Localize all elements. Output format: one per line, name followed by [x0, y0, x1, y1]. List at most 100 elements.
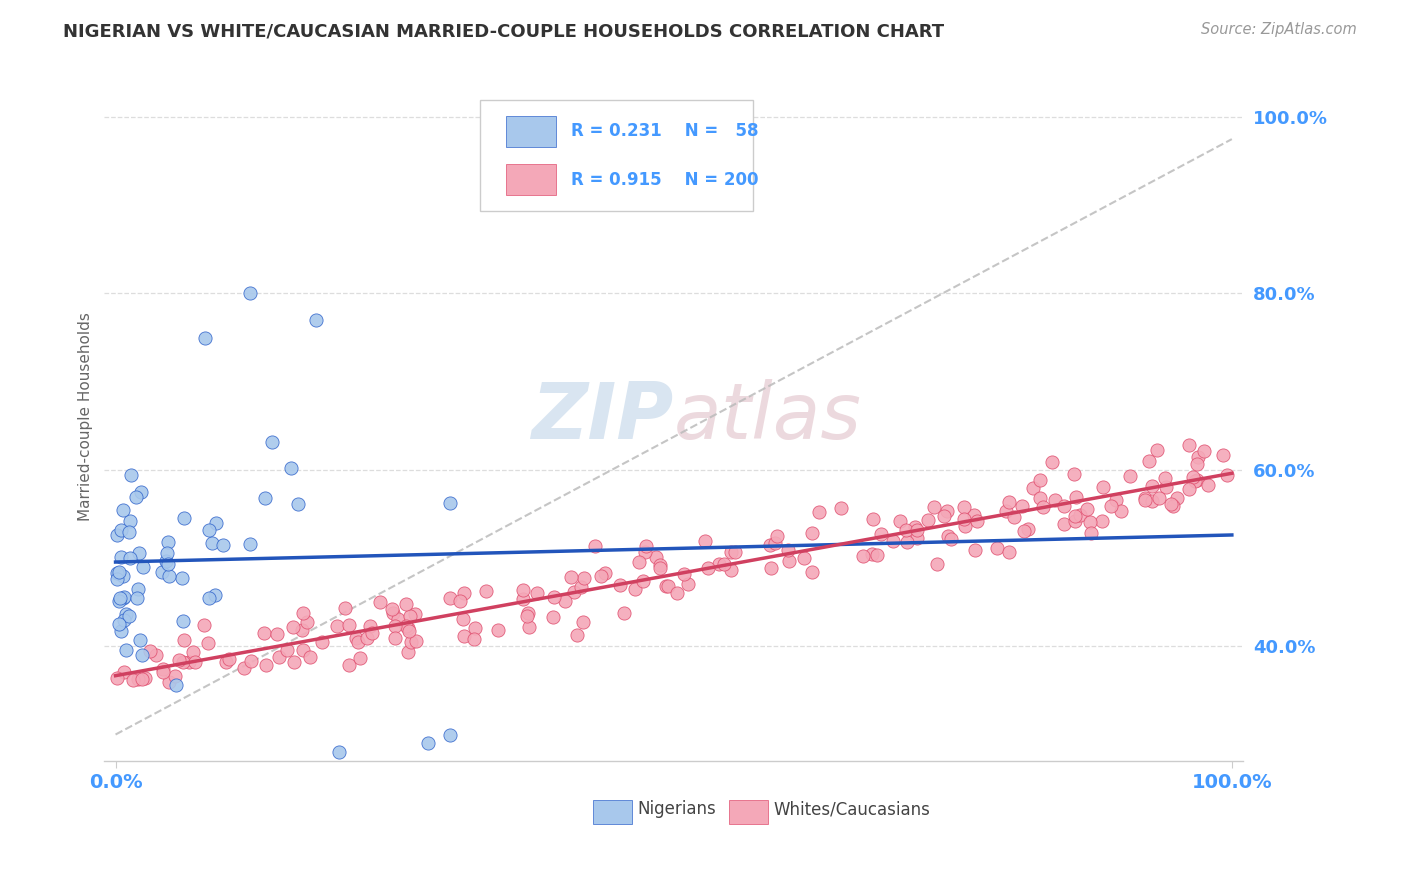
- Point: [1091, 514, 1114, 528]
- Point: [613, 606, 636, 620]
- Point: [994, 504, 1017, 518]
- Point: [1216, 468, 1239, 483]
- Point: [724, 545, 747, 559]
- Point: [295, 615, 318, 629]
- Point: [927, 557, 949, 571]
- Point: [655, 579, 678, 593]
- Point: [1109, 504, 1132, 518]
- Point: [395, 619, 418, 633]
- Point: [463, 632, 485, 646]
- Text: R = 0.915    N = 200: R = 0.915 N = 200: [571, 170, 759, 188]
- Point: [543, 590, 565, 604]
- Point: [793, 551, 815, 566]
- FancyBboxPatch shape: [593, 800, 631, 823]
- Point: [150, 566, 173, 580]
- Point: [852, 549, 875, 563]
- Point: [184, 655, 207, 669]
- Point: [963, 508, 986, 522]
- Point: [105, 528, 128, 542]
- Point: [382, 606, 405, 620]
- Point: [1076, 502, 1098, 516]
- Point: [395, 597, 418, 611]
- Point: [1154, 471, 1177, 485]
- Point: [356, 632, 378, 646]
- Point: [997, 544, 1019, 558]
- Point: [453, 586, 475, 600]
- Point: [105, 566, 128, 581]
- Point: [172, 655, 194, 669]
- Point: [1078, 516, 1101, 530]
- Point: [583, 539, 606, 553]
- Point: [986, 541, 1008, 555]
- Point: [720, 563, 742, 577]
- Point: [291, 623, 314, 637]
- Point: [280, 461, 302, 475]
- Point: [998, 495, 1021, 509]
- Point: [759, 538, 782, 552]
- Point: [866, 548, 889, 562]
- Point: [1140, 479, 1163, 493]
- Point: [198, 591, 221, 606]
- Point: [114, 607, 136, 622]
- FancyBboxPatch shape: [506, 164, 557, 194]
- Point: [966, 514, 988, 528]
- Point: [105, 671, 128, 685]
- Point: [512, 582, 534, 597]
- Point: [253, 625, 276, 640]
- Point: [110, 624, 132, 638]
- Point: [120, 468, 142, 483]
- Point: [169, 653, 191, 667]
- Point: [1012, 524, 1035, 538]
- Point: [697, 560, 720, 574]
- Point: [129, 484, 152, 499]
- Point: [157, 534, 180, 549]
- Point: [157, 569, 180, 583]
- Point: [179, 655, 201, 669]
- Point: [396, 622, 419, 636]
- Point: [830, 501, 852, 516]
- Point: [197, 523, 219, 537]
- Point: [1017, 522, 1039, 536]
- Point: [291, 606, 314, 620]
- Point: [1133, 492, 1156, 507]
- Point: [955, 518, 977, 533]
- Point: [368, 595, 391, 609]
- Point: [128, 546, 150, 560]
- Point: [399, 635, 422, 649]
- Text: Whites/Caucasians: Whites/Caucasians: [773, 800, 931, 818]
- Point: [516, 609, 538, 624]
- Point: [152, 665, 174, 679]
- Point: [305, 313, 328, 327]
- Point: [311, 635, 333, 649]
- Point: [299, 650, 322, 665]
- Point: [111, 569, 134, 583]
- Point: [107, 617, 129, 632]
- Point: [624, 582, 647, 596]
- Point: [108, 591, 131, 605]
- Point: [526, 585, 548, 599]
- Point: [541, 610, 564, 624]
- Point: [1192, 444, 1215, 458]
- Point: [453, 629, 475, 643]
- Point: [517, 606, 540, 620]
- Point: [889, 514, 911, 528]
- Point: [593, 566, 616, 580]
- Point: [571, 615, 593, 629]
- Point: [337, 618, 360, 632]
- Point: [253, 491, 276, 505]
- Point: [396, 645, 419, 659]
- Text: NIGERIAN VS WHITE/CAUCASIAN MARRIED-COUPLE HOUSEHOLDS CORRELATION CHART: NIGERIAN VS WHITE/CAUCASIAN MARRIED-COUP…: [63, 22, 945, 40]
- Point: [157, 558, 180, 572]
- Point: [333, 600, 356, 615]
- Point: [934, 509, 956, 524]
- Text: R = 0.231    N =   58: R = 0.231 N = 58: [571, 122, 759, 140]
- Point: [439, 496, 461, 510]
- Point: [173, 511, 195, 525]
- Point: [125, 591, 148, 605]
- Point: [1053, 500, 1076, 514]
- Point: [633, 545, 655, 559]
- Point: [1002, 510, 1025, 524]
- Point: [1182, 470, 1205, 484]
- Point: [1212, 448, 1234, 462]
- Point: [122, 673, 145, 687]
